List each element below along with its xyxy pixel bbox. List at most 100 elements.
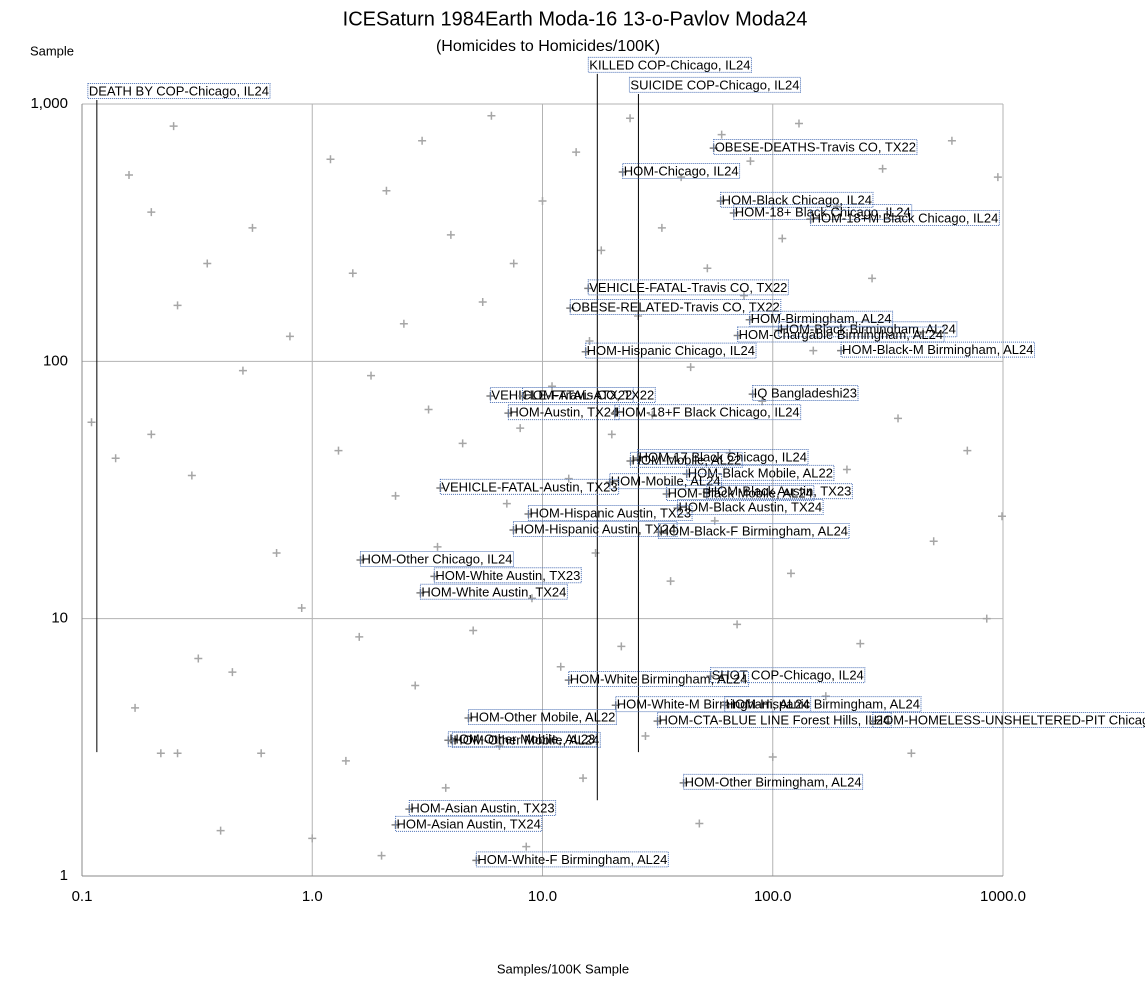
point xyxy=(677,173,686,182)
point xyxy=(257,749,266,758)
label-box xyxy=(587,56,752,73)
point xyxy=(411,681,420,690)
point-label: HOM-Black Birmingham, AL24 xyxy=(780,322,956,337)
point-label: HOM-18+M Black Chicago, IL24 xyxy=(812,211,999,226)
point xyxy=(334,446,343,455)
point-label: HOM-Asian Austin, TX24 xyxy=(397,816,541,831)
point xyxy=(591,548,600,557)
point xyxy=(794,119,803,128)
point xyxy=(666,577,675,586)
point xyxy=(907,749,916,758)
label-box xyxy=(433,567,582,584)
point xyxy=(308,834,317,843)
point xyxy=(768,753,777,762)
y-tick-label: 1 xyxy=(60,867,68,884)
label-box xyxy=(710,667,866,684)
label-box xyxy=(585,342,757,359)
point xyxy=(355,632,364,641)
point xyxy=(929,537,938,546)
point xyxy=(272,548,281,557)
point xyxy=(216,826,225,835)
label-box xyxy=(713,139,918,156)
label-box xyxy=(451,731,601,748)
point xyxy=(648,410,657,419)
point xyxy=(495,742,504,751)
point-label: HOM-Hispanic Austin, TX24 xyxy=(514,521,676,536)
point xyxy=(963,446,972,455)
label-box xyxy=(810,210,1000,227)
label-box xyxy=(489,386,634,403)
point-label: HOM-Hispanic Austin, TX23 xyxy=(529,505,691,520)
label-box xyxy=(637,448,809,465)
point xyxy=(441,783,450,792)
label-box xyxy=(872,712,1145,729)
point xyxy=(739,291,748,300)
point xyxy=(458,439,467,448)
point-label: HOM-Black Chicago, IL24 xyxy=(722,192,872,207)
point xyxy=(878,164,887,173)
point xyxy=(993,173,1002,182)
x-tick-label: 100.0 xyxy=(754,888,792,905)
point-label: HOM-CTA-BLUE LINE Forest Hills, IL24 xyxy=(659,713,891,728)
point xyxy=(326,155,335,164)
range-label: DEATH BY COP-Chicago, IL24 xyxy=(89,83,269,98)
point xyxy=(285,332,294,341)
point-label: HOM-Black Mobile, AL24 xyxy=(668,485,813,500)
point-label: SHOT COP-Chicago, IL24 xyxy=(712,668,864,683)
label-box xyxy=(677,499,824,516)
point-label: HOM-Black-M Birmingham, AL24 xyxy=(842,342,1033,357)
label-box xyxy=(395,815,543,832)
label-box xyxy=(87,82,271,99)
label-box xyxy=(609,473,723,490)
point xyxy=(173,301,182,310)
point xyxy=(821,692,830,701)
point-label: HOM-Black-F Birmingham, AL24 xyxy=(659,524,848,539)
point xyxy=(131,703,140,712)
point xyxy=(382,186,391,195)
point xyxy=(626,114,635,123)
point xyxy=(997,512,1006,521)
point xyxy=(982,614,991,623)
point xyxy=(842,465,851,474)
point-label: HOM-Austin, TX24 xyxy=(509,405,618,420)
point xyxy=(746,157,755,166)
point xyxy=(856,639,865,648)
label-box xyxy=(720,191,874,208)
label-box xyxy=(614,404,802,421)
x-tick-label: 0.1 xyxy=(72,888,93,905)
point-label: HOM-Birmingham, AL24 xyxy=(751,311,892,326)
point xyxy=(478,298,487,307)
point xyxy=(809,346,818,355)
point xyxy=(147,208,156,217)
label-box xyxy=(447,731,597,748)
point xyxy=(87,418,96,427)
point xyxy=(156,749,165,758)
point xyxy=(919,328,928,337)
label-box xyxy=(657,712,892,729)
point xyxy=(733,620,742,629)
point xyxy=(657,223,666,232)
label-box xyxy=(359,550,515,567)
point xyxy=(686,363,695,372)
label-box xyxy=(587,279,789,296)
point xyxy=(597,246,606,255)
point xyxy=(228,668,237,677)
label-box xyxy=(724,696,922,713)
y-tick-label: 100 xyxy=(43,352,68,369)
point xyxy=(187,471,196,480)
label-box xyxy=(419,583,568,600)
point-label: HOM-White Austin, TX24 xyxy=(421,584,566,599)
point xyxy=(758,397,767,406)
chart-subtitle: (Homicides to Homicides/100K) xyxy=(436,38,660,55)
point xyxy=(703,264,712,273)
label-box xyxy=(615,696,812,713)
point-label: VEHICLE-FATAL-Austin, TX23 xyxy=(441,479,617,494)
point xyxy=(695,819,704,828)
y-tick-label: 10 xyxy=(51,610,68,627)
label-box xyxy=(408,800,557,817)
point xyxy=(585,336,594,345)
point xyxy=(367,371,376,380)
point xyxy=(564,474,573,483)
label-box xyxy=(749,310,894,327)
